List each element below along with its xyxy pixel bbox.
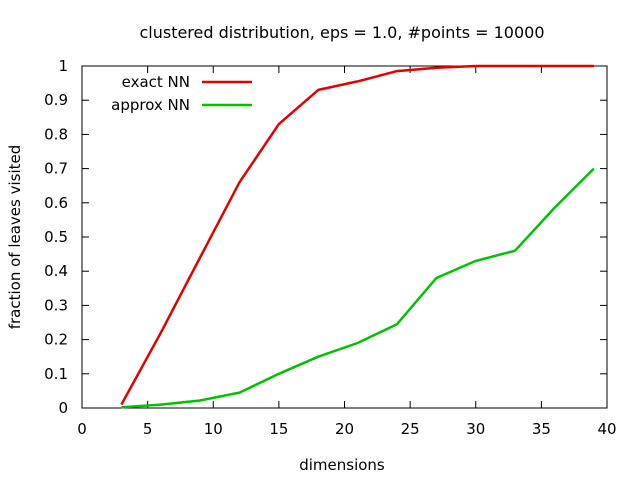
y-tick-label: 0.7 [44, 160, 68, 178]
y-tick-label: 0.3 [44, 296, 68, 314]
y-tick-label: 0.9 [44, 91, 68, 109]
legend-label: approx NN [111, 96, 190, 114]
chart-title: clustered distribution, eps = 1.0, #poin… [139, 23, 544, 42]
x-tick-label: 25 [401, 420, 420, 438]
y-tick-label: 0.5 [44, 228, 68, 246]
legend: exact NN approx NN [111, 73, 252, 114]
y-tick-label: 0.2 [44, 331, 68, 349]
series-line-exact-nn [120, 64, 594, 406]
y-tick-label: 0.8 [44, 125, 68, 143]
x-tick-label: 35 [532, 420, 551, 438]
x-tick-label: 5 [143, 420, 153, 438]
x-tick-label: 0 [77, 420, 87, 438]
y-tick-label: 1 [58, 57, 68, 75]
y-tick-label: 0.1 [44, 365, 68, 383]
plot-area: 0 5 10 15 20 25 30 35 40 0 0.1 0.2 0.3 0.4 0.5 0.6 0.7 0.… [44, 57, 616, 438]
x-tick-label: 15 [269, 420, 288, 438]
x-axis-label: dimensions [299, 456, 385, 474]
y-tick-label: 0.6 [44, 194, 68, 212]
y-tick-label: 0.4 [44, 262, 68, 280]
x-tick-label: 20 [335, 420, 354, 438]
x-tick-label: 40 [597, 420, 616, 438]
y-tick-label: 0 [58, 399, 68, 417]
x-tick-label: 30 [466, 420, 485, 438]
legend-label: exact NN [122, 73, 190, 91]
series-line-approx-nn [121, 167, 595, 409]
x-tick-label: 10 [204, 420, 223, 438]
y-axis-label: fraction of leaves visited [6, 145, 24, 330]
